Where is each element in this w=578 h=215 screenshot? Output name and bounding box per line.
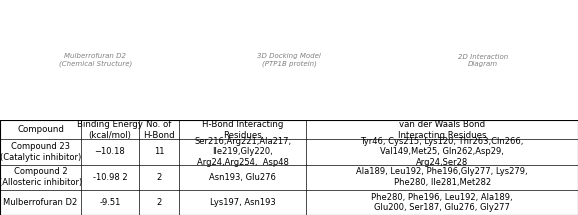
Text: van der Waals Bond
Interacting Residues: van der Waals Bond Interacting Residues [398, 120, 487, 140]
Text: −10.18: −10.18 [94, 147, 125, 157]
Text: Mulberrofuran D2: Mulberrofuran D2 [3, 198, 77, 207]
Text: -10.98 2: -10.98 2 [92, 173, 127, 182]
Text: 2: 2 [156, 173, 162, 182]
Text: 3D Docking Model
(PTP1B protein): 3D Docking Model (PTP1B protein) [257, 53, 321, 67]
Text: Mulberrofuran D2
(Chemical Structure): Mulberrofuran D2 (Chemical Structure) [59, 53, 132, 67]
Text: Ser216,Arg221,Ala217,
Ile219,Gly220,
Arg24,Arg254,  Asp48: Ser216,Arg221,Ala217, Ile219,Gly220, Arg… [194, 137, 291, 167]
Text: Ala189, Leu192, Phe196,Gly277, Lys279,
Phe280, Ile281,Met282: Ala189, Leu192, Phe196,Gly277, Lys279, P… [357, 167, 528, 187]
Text: -9.51: -9.51 [99, 198, 120, 207]
Text: Binding Energy
(kcal/mol): Binding Energy (kcal/mol) [77, 120, 143, 140]
Text: Compound 23
(Catalytic inhibitor): Compound 23 (Catalytic inhibitor) [0, 142, 81, 162]
Text: Compound: Compound [17, 125, 64, 134]
Text: 2D Interaction
Diagram: 2D Interaction Diagram [458, 54, 507, 67]
Text: Phe280, Phe196, Leu192, Ala189,
Glu200, Ser187, Glu276, Gly277: Phe280, Phe196, Leu192, Ala189, Glu200, … [371, 193, 513, 212]
Text: H-Bond Interacting
Residues: H-Bond Interacting Residues [202, 120, 283, 140]
Text: 11: 11 [154, 147, 164, 157]
Text: Tyr46, Cys215, Lys120, Thr263,Cln266,
Val149,Met25, Gln262,Asp29,
Arg24,Ser28: Tyr46, Cys215, Lys120, Thr263,Cln266, Va… [361, 137, 524, 167]
Text: 2: 2 [156, 198, 162, 207]
Text: No. of
H-Bond: No. of H-Bond [143, 120, 175, 140]
Text: Asn193, Glu276: Asn193, Glu276 [209, 173, 276, 182]
Text: Lys197, Asn193: Lys197, Asn193 [210, 198, 276, 207]
Text: Compound 2
(Allosteric inhibitor): Compound 2 (Allosteric inhibitor) [0, 167, 82, 187]
